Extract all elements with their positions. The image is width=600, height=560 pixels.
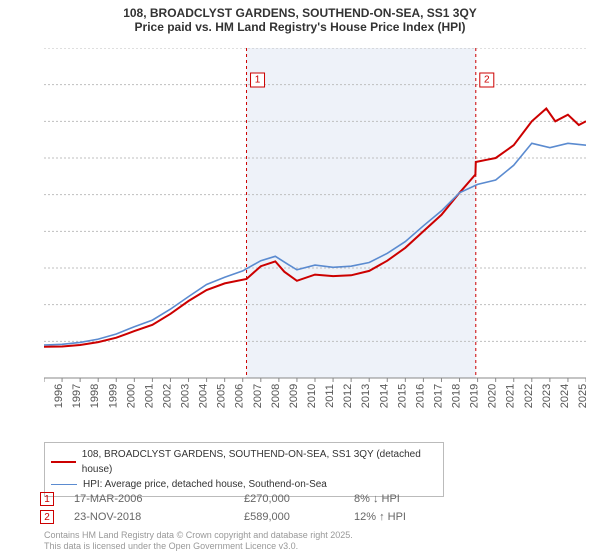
legend-row: 108, BROADCLYST GARDENS, SOUTHEND-ON-SEA…	[51, 447, 437, 477]
license-footer: Contains HM Land Registry data © Crown c…	[44, 530, 353, 553]
x-tick-label: 2011	[324, 384, 336, 408]
x-tick-label: 2015	[396, 384, 408, 408]
x-tick-label: 2000	[125, 384, 137, 408]
marker-table: 1 17-MAR-2006£270,0008% ↓ HPI 2 23-NOV-2018…	[40, 490, 474, 526]
x-tick-label: 2022	[523, 384, 535, 408]
x-tick-label: 2013	[360, 384, 372, 408]
x-tick-label: 2014	[378, 384, 390, 408]
x-tick-label: 2005	[216, 384, 228, 408]
x-tick-label: 1998	[89, 384, 101, 408]
x-tick-label: 2020	[487, 384, 499, 408]
x-tick-label: 2009	[288, 384, 300, 408]
marker-diff: 8% ↓ HPI	[354, 493, 474, 505]
price-chart: £0£100K£200K£300K£400K£500K£600K£700K£80…	[44, 48, 586, 410]
chart-title: 108, BROADCLYST GARDENS, SOUTHEND-ON-SEA…	[0, 0, 600, 36]
x-tick-label: 2018	[451, 384, 463, 408]
marker-box-icon: 2	[40, 510, 54, 524]
title-line-2: Price paid vs. HM Land Registry's House …	[0, 20, 600, 34]
x-tick-label: 2023	[541, 384, 553, 408]
x-tick-label: 2006	[234, 384, 246, 408]
marker-diff: 12% ↑ HPI	[354, 511, 474, 523]
x-tick-label: 2012	[342, 384, 354, 408]
footer-line-2: This data is licensed under the Open Gov…	[44, 541, 353, 552]
marker-price: £589,000	[244, 511, 354, 523]
x-tick-label: 2025	[577, 384, 586, 408]
chart-legend: 108, BROADCLYST GARDENS, SOUTHEND-ON-SEA…	[44, 442, 444, 497]
x-tick-label: 1999	[107, 384, 119, 408]
title-line-1: 108, BROADCLYST GARDENS, SOUTHEND-ON-SEA…	[0, 6, 600, 20]
marker-table-row: 1 17-MAR-2006£270,0008% ↓ HPI	[40, 490, 474, 508]
marker-box-icon: 1	[40, 492, 54, 506]
marker-price: £270,000	[244, 493, 354, 505]
x-tick-label: 2008	[270, 384, 282, 408]
x-tick-label: 2016	[414, 384, 426, 408]
legend-swatch	[51, 461, 76, 463]
x-tick-label: 2007	[252, 384, 264, 408]
marker-table-row: 2 23-NOV-2018£589,00012% ↑ HPI	[40, 508, 474, 526]
x-tick-label: 2017	[432, 384, 444, 408]
x-tick-label: 1996	[53, 384, 65, 408]
x-tick-label: 2021	[505, 384, 517, 408]
x-tick-label: 2010	[306, 384, 318, 408]
x-tick-label: 2002	[161, 384, 173, 408]
x-tick-label: 1995	[44, 384, 47, 408]
x-tick-label: 2001	[143, 384, 155, 408]
marker-date: 23-NOV-2018	[74, 511, 244, 523]
marker-number: 1	[255, 75, 261, 86]
x-tick-label: 2024	[559, 384, 571, 408]
legend-swatch	[51, 484, 77, 485]
x-tick-label: 2004	[198, 384, 210, 408]
x-tick-label: 2019	[469, 384, 481, 408]
legend-label: 108, BROADCLYST GARDENS, SOUTHEND-ON-SEA…	[82, 447, 437, 477]
marker-number: 2	[484, 75, 490, 86]
footer-line-1: Contains HM Land Registry data © Crown c…	[44, 530, 353, 541]
marker-date: 17-MAR-2006	[74, 493, 244, 505]
x-tick-label: 2003	[180, 384, 192, 408]
x-tick-label: 1997	[71, 384, 83, 408]
